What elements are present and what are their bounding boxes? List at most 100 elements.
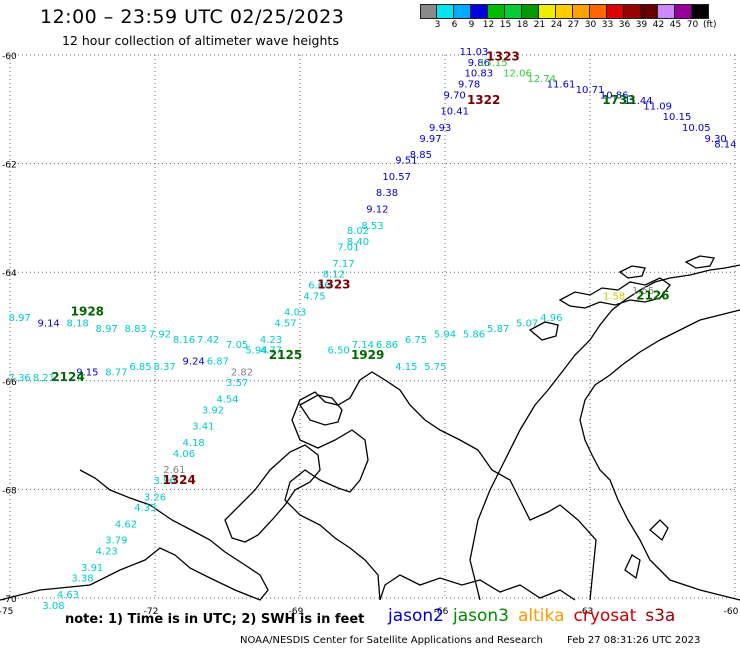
coastline-islands-d xyxy=(684,255,715,269)
wave-height-value: 10.71 xyxy=(576,85,605,96)
wave-height-value: 5.86 xyxy=(463,329,485,340)
latitude-label: -62 xyxy=(2,161,17,171)
wave-height-value: 5.75 xyxy=(424,362,446,373)
wave-height-value: 8.83 xyxy=(125,324,147,335)
latitude-label: -64 xyxy=(2,269,17,279)
coastline-northeast xyxy=(469,264,740,601)
page-title: 12:00 – 23:59 UTC 02/25/2023 xyxy=(40,6,345,28)
colorbar-unit: (ft) xyxy=(703,20,717,30)
wave-height-points: 11.039.8610.839.789.7010.419.939.978.859… xyxy=(9,47,737,612)
wave-height-value: 8.12 xyxy=(323,270,345,281)
coastline-peninsula-east xyxy=(579,309,740,601)
colorbar-label: 33 xyxy=(601,20,614,30)
colorbar-legend: 3 6 9 12 15 18 21 24 27 30 33 36 39 42 45 70 (ft) xyxy=(420,4,717,30)
colorbar-label: 3 xyxy=(434,20,441,30)
colorbar-label: 30 xyxy=(584,20,597,30)
colorbar-label: 36 xyxy=(618,20,631,30)
satellite-legend-item: jason3 xyxy=(453,606,509,626)
wave-height-value: 8.02 xyxy=(347,226,369,237)
colorbar-swatch xyxy=(573,4,590,19)
wave-height-value: 11.61 xyxy=(547,80,576,91)
axis-labels: -75 -72 -69 -66 -63 -60 -60 -62 -64 -66 -68 -70 xyxy=(0,52,739,617)
wave-height-value: 7.05 xyxy=(226,340,248,351)
wave-height-value: 1.55 xyxy=(632,286,654,297)
coastline xyxy=(0,255,740,601)
colorbar-swatch xyxy=(539,4,556,19)
wave-height-value: 7.01 xyxy=(337,242,359,253)
wave-height-value: 1.58 xyxy=(603,291,625,302)
pass-time-label: 2124 xyxy=(51,370,84,384)
wave-height-value: 7.42 xyxy=(197,335,219,346)
wave-height-value: 9.97 xyxy=(419,134,441,145)
colorbar-swatch xyxy=(556,4,573,19)
pass-time-label: 1929 xyxy=(351,348,384,362)
wave-height-value: 3.26 xyxy=(144,492,166,503)
wave-height-value: 3.41 xyxy=(192,422,214,433)
colorbar-swatch xyxy=(692,4,709,19)
wave-height-value: 6.86 xyxy=(376,340,398,351)
colorbar-swatch xyxy=(471,4,488,19)
wave-height-value: 8.21 xyxy=(33,373,55,384)
wave-height-value: 12.06 xyxy=(503,69,532,80)
wave-height-value: 6.85 xyxy=(129,362,151,373)
wave-height-value: 4.57 xyxy=(274,319,296,330)
wave-height-value: 4.54 xyxy=(216,395,238,406)
coastline-peninsula xyxy=(284,371,597,601)
wave-height-value: 10.57 xyxy=(382,172,411,183)
colorbar-label: 18 xyxy=(516,20,529,30)
wave-height-value: 3.96 xyxy=(154,476,176,487)
latitude-label: -70 xyxy=(2,595,17,605)
satellite-legend-item: s3a xyxy=(645,606,676,626)
colorbar-swatch xyxy=(641,4,658,19)
latitude-label: -66 xyxy=(2,378,17,388)
wave-height-value: 8.14 xyxy=(714,139,736,150)
latitude-label: -60 xyxy=(2,52,17,62)
wave-height-value: 11.44 xyxy=(624,96,653,107)
pass-time-label: 1323 xyxy=(486,49,519,63)
colorbar-swatch xyxy=(675,4,692,19)
wave-height-value: 12.74 xyxy=(527,74,556,85)
colorbar-swatch xyxy=(454,4,471,19)
wave-height-value: 9.93 xyxy=(429,123,451,134)
wave-height-value: 8.97 xyxy=(9,313,31,324)
wave-height-value: 3.57 xyxy=(226,378,248,389)
wave-height-value: 4.18 xyxy=(183,438,205,449)
wave-height-value: 4.63 xyxy=(57,590,79,601)
wave-height-value: 5.07 xyxy=(516,319,538,330)
wave-height-value: 4.23 xyxy=(96,547,118,558)
wave-height-value: 9.78 xyxy=(458,80,480,91)
footer-note: note: 1) Time is in UTC; 2) SWH is in fe… xyxy=(65,612,365,627)
wave-height-value: 6.50 xyxy=(328,346,350,357)
wave-height-value: 8.38 xyxy=(376,188,398,199)
wave-height-value: 8.53 xyxy=(361,221,383,232)
wave-height-value: 8.40 xyxy=(347,237,369,248)
colorbar-swatch xyxy=(658,4,675,19)
wave-height-value: 8.77 xyxy=(105,367,127,378)
wave-height-value: 2.82 xyxy=(231,367,253,378)
wave-height-value: 4.75 xyxy=(303,291,325,302)
satellite-legend-item: altika xyxy=(518,606,565,626)
wave-height-value: 10.05 xyxy=(682,123,711,134)
wave-height-value: 9.14 xyxy=(38,319,60,330)
satellite-legend-item: cryosat xyxy=(573,606,637,626)
colorbar-label: 9 xyxy=(468,20,475,30)
satellite-legend: jason2 jason3 altika cryosat s3a xyxy=(388,606,684,626)
wave-height-value: 10.83 xyxy=(465,69,494,80)
wave-height-value: 6.75 xyxy=(405,335,427,346)
colorbar-label: 21 xyxy=(533,20,546,30)
coastline-mainland-south xyxy=(379,574,576,601)
coastline-islands-b xyxy=(528,321,559,341)
pass-time-label: 1928 xyxy=(71,305,104,319)
wave-height-value: 8.85 xyxy=(410,150,432,161)
latitude-label: -68 xyxy=(2,486,17,496)
wave-height-value: 2.61 xyxy=(163,465,185,476)
wave-height-value: 9.15 xyxy=(76,367,98,378)
colorbar-label: 42 xyxy=(652,20,665,30)
wave-height-value: 10.41 xyxy=(440,107,469,118)
longitude-label: -75 xyxy=(0,607,13,617)
wave-height-value: 8.16 xyxy=(173,335,195,346)
wave-height-value: 11.09 xyxy=(643,101,672,112)
wave-height-value: 13.15 xyxy=(479,58,508,69)
longitude-label: -72 xyxy=(144,607,159,617)
